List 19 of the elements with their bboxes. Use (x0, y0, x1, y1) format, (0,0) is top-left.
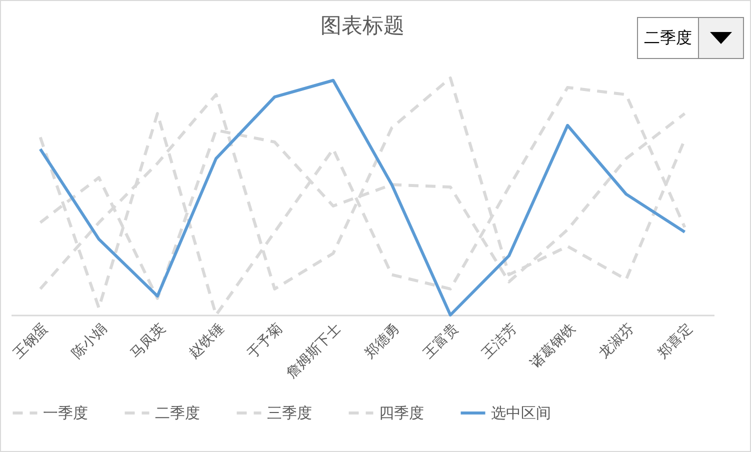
legend-label: 选中区间 (491, 404, 551, 422)
x-tick-label: 王富贵 (420, 320, 462, 362)
x-tick-label: 郑喜定 (654, 320, 696, 362)
legend-label: 一季度 (43, 404, 88, 422)
legend-label: 三季度 (267, 404, 312, 422)
x-tick-label: 赵铁锤 (186, 320, 228, 362)
x-tick-label: 郑德勇 (362, 320, 403, 362)
x-tick-label: 詹姆斯下士 (284, 320, 344, 382)
x-tick-label: 王洁芳 (479, 320, 520, 362)
x-tick-label: 于予菊 (244, 320, 286, 362)
chart-title: 图表标题 (320, 14, 404, 38)
x-tick-label: 陈小娟 (68, 320, 110, 362)
x-tick-label: 龙淑芬 (596, 320, 638, 362)
legend-label: 四季度 (379, 404, 424, 422)
legend-label: 二季度 (155, 404, 200, 422)
x-tick-label: 王钢蛋 (10, 320, 52, 362)
x-tick-label: 马凤英 (128, 320, 169, 362)
dropdown-field: 二季度 (637, 17, 744, 59)
x-tick-label: 诸葛钢铁 (528, 320, 579, 372)
